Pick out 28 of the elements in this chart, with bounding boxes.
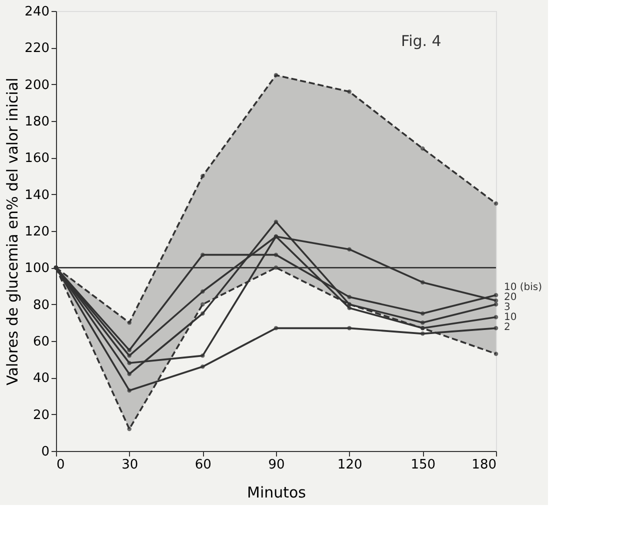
y-tick-label: 220 [24, 41, 50, 56]
y-tick-label: 240 [24, 4, 50, 20]
series-label: 10 (bis) [504, 282, 542, 294]
x-tick-label: 150 [410, 458, 436, 472]
y-axis-title: Valores de glucemia en% del valor inicial [4, 78, 22, 386]
series-label: 3 [504, 302, 510, 314]
y-tick-label: 120 [24, 224, 50, 240]
y-tick-label: 60 [32, 334, 50, 350]
series-label: 2 [504, 322, 510, 334]
x-tick-label: 120 [337, 458, 362, 472]
x-tick-label: 90 [268, 458, 285, 472]
y-tick-label: 20 [32, 408, 50, 423]
y-tick-label: 100 [24, 261, 50, 276]
y-tick-label: 40 [32, 371, 50, 386]
x-axis-title: Minutos [247, 484, 306, 502]
y-tick-label: 200 [24, 78, 50, 93]
y-tick-label: 80 [32, 298, 50, 313]
x-tick-label: 30 [122, 458, 138, 472]
y-tick-label: 160 [24, 151, 50, 166]
y-tick-label: 0 [41, 444, 50, 460]
y-tick-label: 180 [24, 114, 50, 130]
y-tick-label: 140 [24, 188, 50, 203]
series-label: 10 [504, 312, 517, 324]
series-label: 20 [504, 292, 517, 304]
x-tick-label: 180 [472, 458, 496, 472]
annotation: Fig. 4 [401, 32, 442, 50]
x-tick-label: 0 [56, 458, 65, 472]
x-tick-label: 60 [194, 458, 212, 472]
